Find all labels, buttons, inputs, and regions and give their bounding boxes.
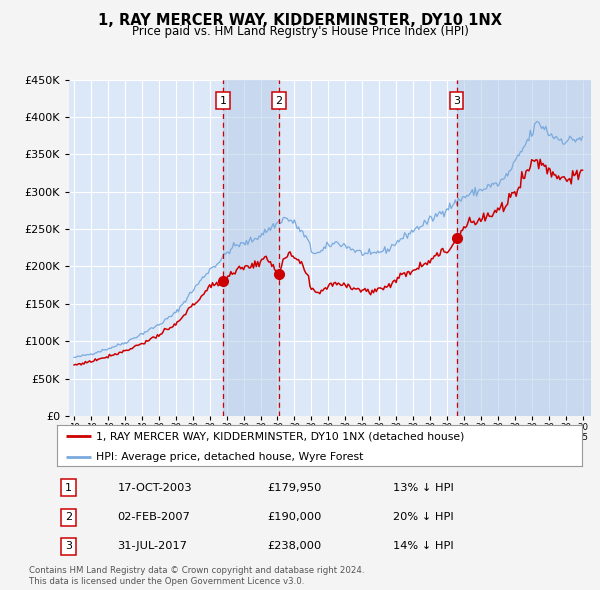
Text: 2: 2 (275, 96, 283, 106)
Bar (457, 80, 591, 416)
Text: 14% ↓ HPI: 14% ↓ HPI (393, 541, 454, 551)
Text: 02-FEB-2007: 02-FEB-2007 (118, 512, 190, 522)
Text: £190,000: £190,000 (267, 512, 322, 522)
Text: 2: 2 (65, 512, 72, 522)
Text: 20% ↓ HPI: 20% ↓ HPI (393, 512, 454, 522)
Text: 1, RAY MERCER WAY, KIDDERMINSTER, DY10 1NX (detached house): 1, RAY MERCER WAY, KIDDERMINSTER, DY10 1… (97, 431, 465, 441)
Text: 3: 3 (65, 541, 72, 551)
Text: This data is licensed under the Open Government Licence v3.0.: This data is licensed under the Open Gov… (29, 577, 304, 586)
Text: HPI: Average price, detached house, Wyre Forest: HPI: Average price, detached house, Wyre… (97, 452, 364, 462)
Text: Contains HM Land Registry data © Crown copyright and database right 2024.: Contains HM Land Registry data © Crown c… (29, 566, 364, 575)
Text: 1: 1 (65, 483, 72, 493)
Text: 13% ↓ HPI: 13% ↓ HPI (393, 483, 454, 493)
Text: 3: 3 (453, 96, 460, 106)
Bar (223, 80, 279, 416)
Text: £238,000: £238,000 (267, 541, 321, 551)
Text: £179,950: £179,950 (267, 483, 322, 493)
Text: Price paid vs. HM Land Registry's House Price Index (HPI): Price paid vs. HM Land Registry's House … (131, 25, 469, 38)
Text: 1: 1 (220, 96, 227, 106)
Text: 31-JUL-2017: 31-JUL-2017 (118, 541, 187, 551)
Text: 1, RAY MERCER WAY, KIDDERMINSTER, DY10 1NX: 1, RAY MERCER WAY, KIDDERMINSTER, DY10 1… (98, 13, 502, 28)
Text: 17-OCT-2003: 17-OCT-2003 (118, 483, 192, 493)
